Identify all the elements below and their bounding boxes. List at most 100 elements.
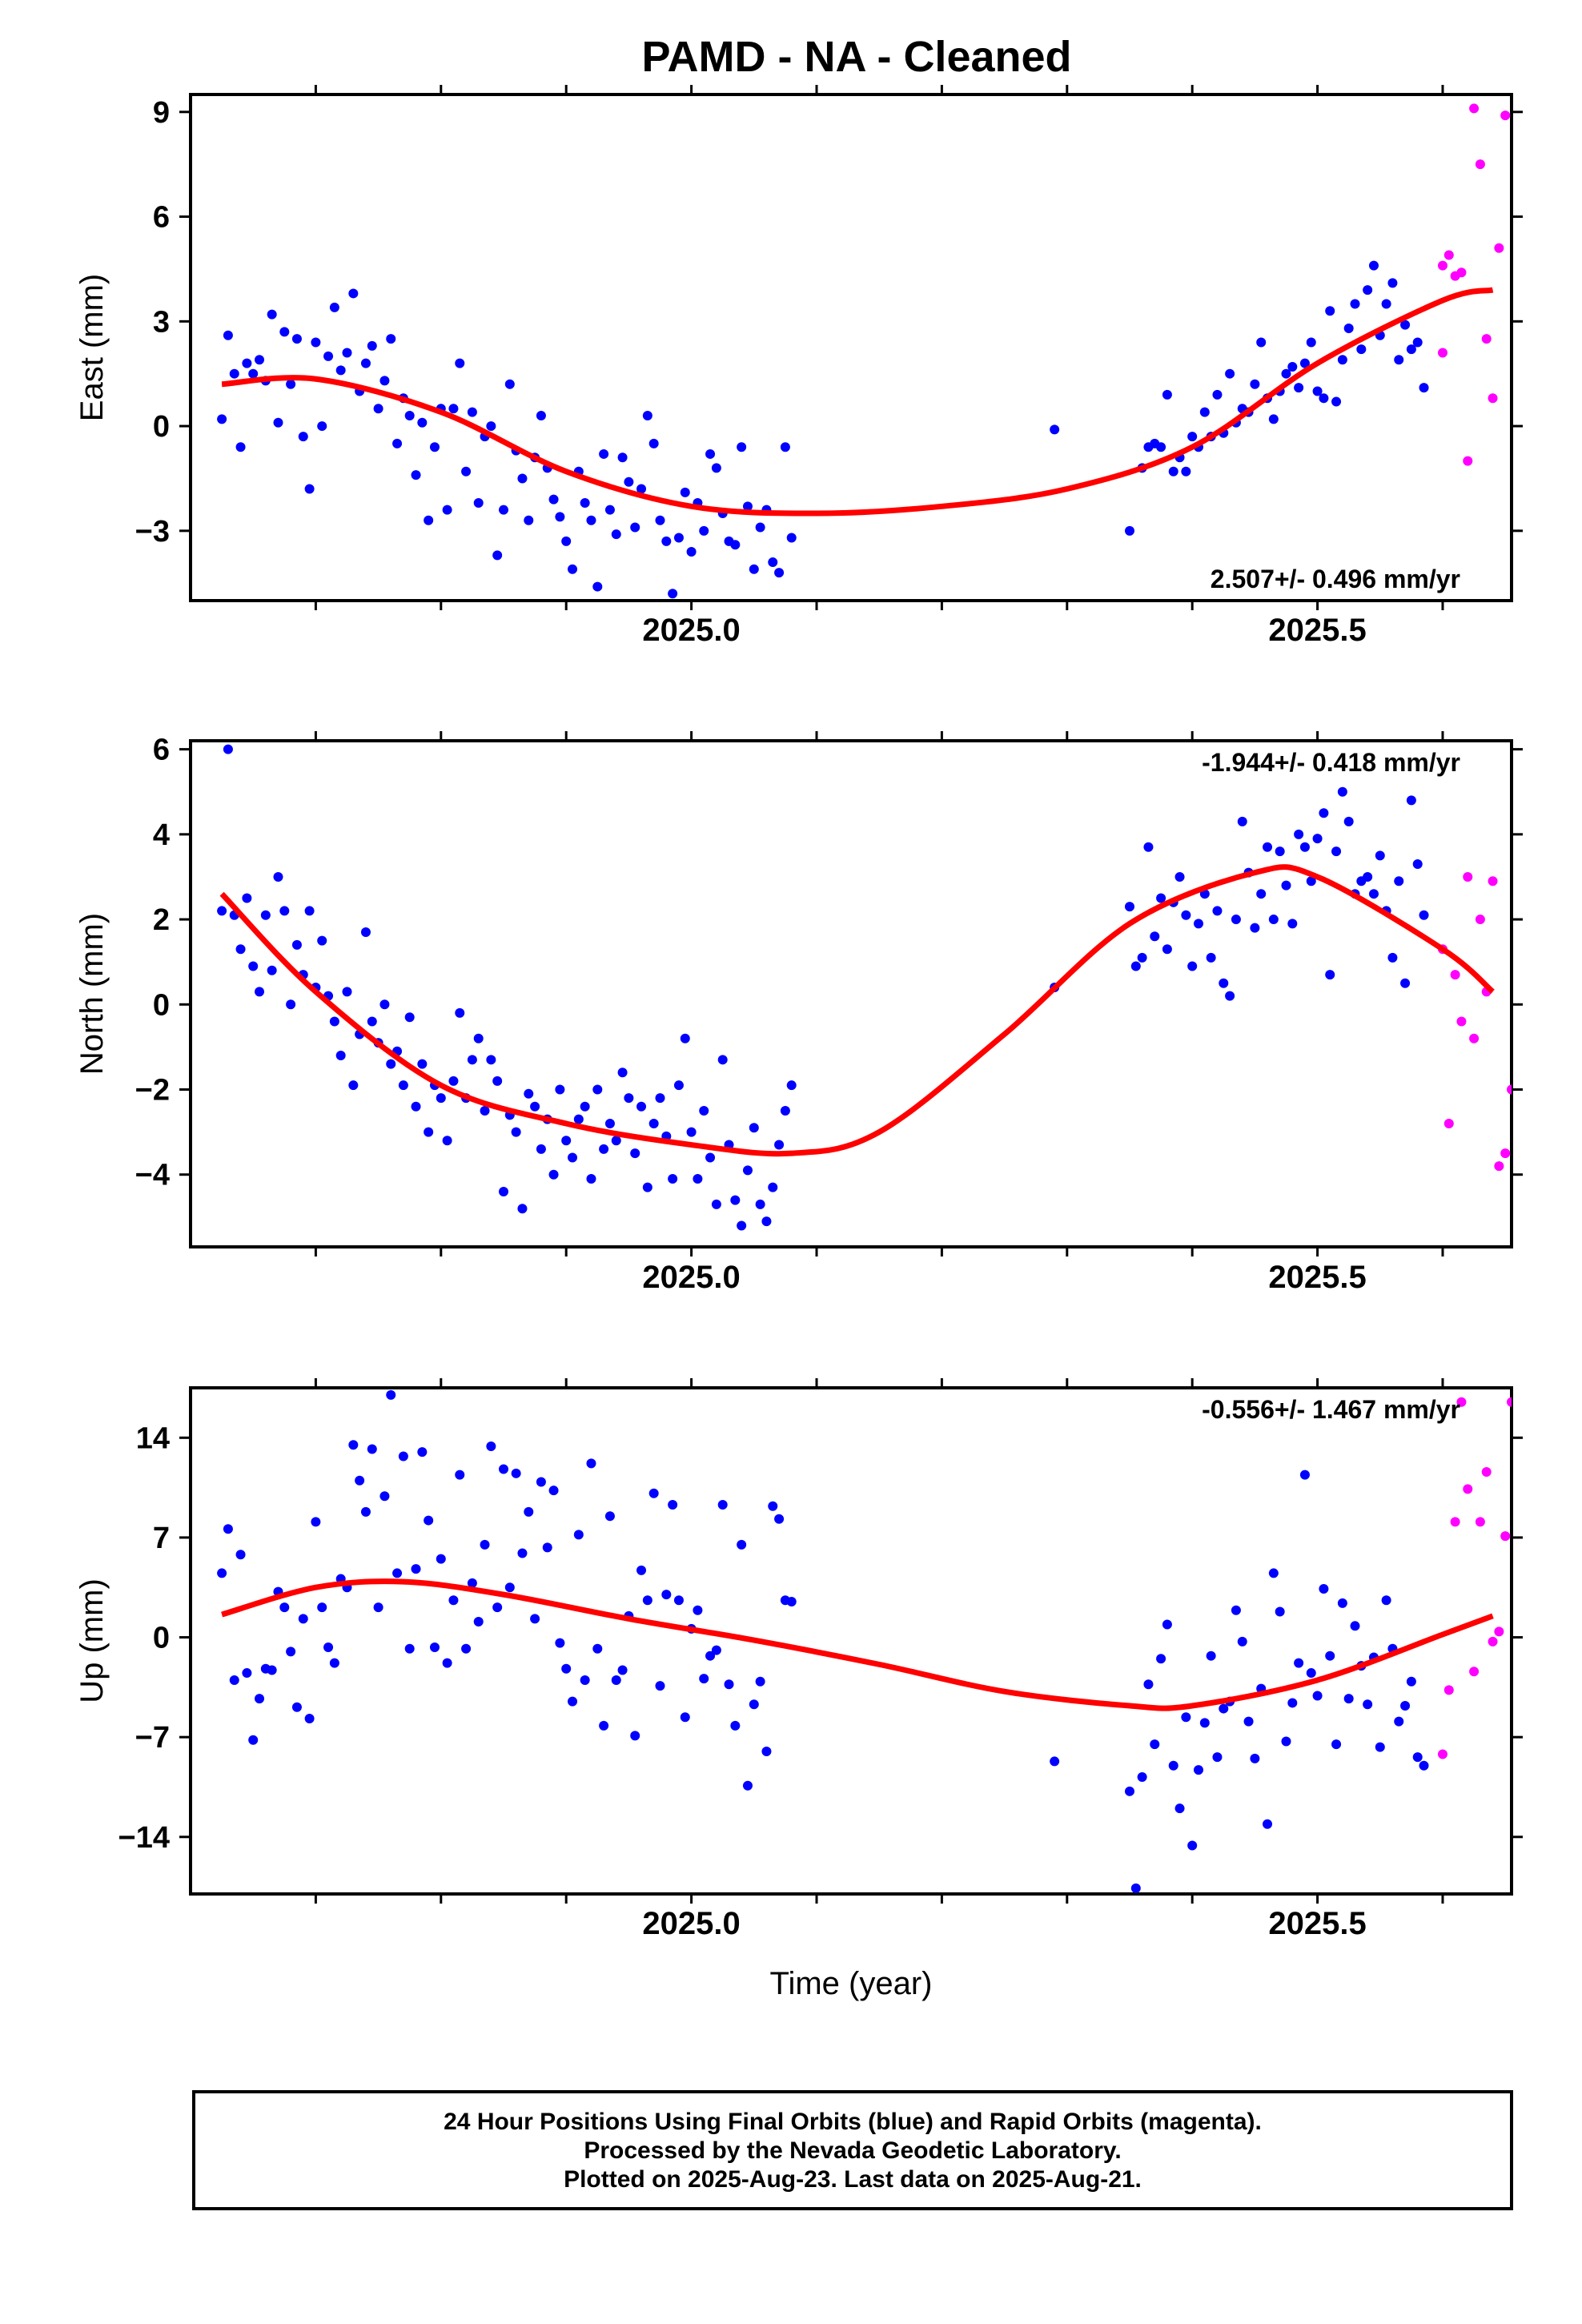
final-orbit-point [642, 1182, 652, 1192]
y-tick-label: 7 [153, 1522, 170, 1555]
final-orbit-point [1350, 1621, 1360, 1631]
final-orbit-point [1381, 1595, 1391, 1606]
final-orbit-point [1306, 876, 1316, 887]
final-orbit-point [392, 1568, 403, 1578]
footer-line-2: Processed by the Nevada Geodetic Laborat… [584, 2137, 1122, 2164]
final-orbit-point [599, 1720, 609, 1731]
final-orbit-point [699, 1674, 709, 1684]
y-tick-label: 3 [153, 305, 170, 339]
y-tick-label: 14 [136, 1421, 170, 1455]
final-orbit-point [1187, 432, 1198, 442]
final-orbit-point [1325, 1651, 1335, 1661]
final-orbit-point [304, 906, 315, 916]
final-orbit-point [1181, 466, 1191, 476]
final-orbit-point [360, 1506, 371, 1517]
final-orbit-point [548, 1169, 559, 1180]
final-orbit-point [630, 1148, 640, 1159]
rapid-orbit-point [1450, 970, 1460, 980]
rapid-orbit-point [1463, 871, 1473, 882]
final-orbit-point [367, 340, 377, 351]
final-orbit-point [1325, 970, 1335, 980]
final-orbit-point [467, 1055, 477, 1065]
final-orbit-point [1212, 1752, 1223, 1763]
final-orbit-point [774, 1140, 785, 1150]
rapid-orbit-point [1437, 348, 1447, 358]
final-orbit-point [1130, 1883, 1141, 1893]
y-tick-label: 2 [153, 903, 170, 937]
final-orbit-point [1294, 1658, 1304, 1668]
final-orbit-point [1412, 859, 1423, 870]
final-orbit-point [636, 1565, 647, 1575]
final-orbit-point [235, 1550, 246, 1560]
final-orbit-point [1268, 1568, 1279, 1578]
final-orbit-point [786, 1080, 797, 1091]
rapid-orbit-point [1488, 876, 1498, 887]
final-orbit-point [1387, 952, 1398, 963]
final-orbit-point [668, 1174, 678, 1184]
final-orbit-point [291, 1702, 302, 1712]
rapid-orbit-point [1443, 250, 1454, 260]
final-orbit-point [1162, 1619, 1172, 1630]
final-orbit-point [1156, 893, 1166, 903]
final-orbit-point [229, 1675, 239, 1685]
final-orbit-point [436, 1554, 446, 1564]
final-orbit-point [1343, 816, 1354, 826]
final-orbit-point [267, 965, 277, 975]
y-tick-label: 9 [153, 96, 170, 130]
plot-frame [189, 739, 1513, 1248]
final-orbit-point [768, 1501, 778, 1511]
final-orbit-point [511, 1468, 521, 1478]
final-orbit-point [1187, 961, 1198, 971]
final-orbit-point [780, 1106, 790, 1116]
final-orbit-point [705, 448, 716, 459]
final-orbit-point [1294, 383, 1304, 393]
east-panel: −3 0 3 6 9 2025.0 2025.5 East (mm) 2.507+/- 0.49… [74, 85, 1523, 648]
data-points [217, 1389, 1512, 1893]
fit-curve [219, 864, 1495, 1157]
final-orbit-point [279, 906, 290, 916]
final-orbit-point [1219, 978, 1229, 988]
final-orbit-point [1400, 1701, 1411, 1711]
final-orbit-point [1368, 260, 1379, 271]
final-orbit-point [668, 589, 678, 599]
final-orbit-point [1150, 931, 1160, 942]
final-orbit-point [255, 1694, 265, 1704]
final-orbit-point [617, 1068, 628, 1078]
final-orbit-point [711, 463, 721, 473]
final-orbit-point [1287, 1698, 1298, 1708]
final-orbit-point [517, 1204, 528, 1214]
final-orbit-point [1243, 1716, 1254, 1727]
final-orbit-point [248, 961, 259, 971]
final-orbit-point [673, 1080, 684, 1091]
y-tick-label: −2 [135, 1073, 170, 1107]
final-orbit-point [448, 1076, 459, 1086]
rapid-orbit-point [1488, 1636, 1498, 1647]
final-orbit-point [661, 536, 672, 546]
final-orbit-point [298, 432, 308, 442]
final-orbit-point [329, 302, 339, 312]
final-orbit-point [524, 1506, 534, 1517]
final-orbit-point [1168, 1760, 1178, 1771]
y-tick-label: −14 [118, 1821, 170, 1855]
final-orbit-point [442, 505, 452, 515]
final-orbit-point [517, 473, 528, 484]
plot-frame [189, 1386, 1513, 1896]
final-orbit-point [511, 1127, 521, 1137]
final-orbit-point [242, 893, 252, 903]
y-tick-label: 0 [153, 410, 170, 444]
final-orbit-point [1199, 1718, 1210, 1728]
final-orbit-point [367, 1444, 377, 1454]
final-orbit-point [648, 438, 659, 448]
rapid-orbit-point [1463, 1484, 1473, 1494]
final-orbit-point [1337, 355, 1347, 365]
final-orbit-point [1387, 278, 1398, 288]
final-orbit-point [555, 512, 565, 522]
rapid-orbit-point [1481, 334, 1492, 344]
final-orbit-point [1287, 361, 1298, 372]
final-orbit-point [1250, 379, 1260, 389]
footer-line-1: 24 Hour Positions Using Final Orbits (bl… [444, 2109, 1262, 2135]
final-orbit-point [737, 1539, 747, 1550]
final-orbit-point [329, 1658, 339, 1668]
final-orbit-point [486, 1055, 496, 1065]
